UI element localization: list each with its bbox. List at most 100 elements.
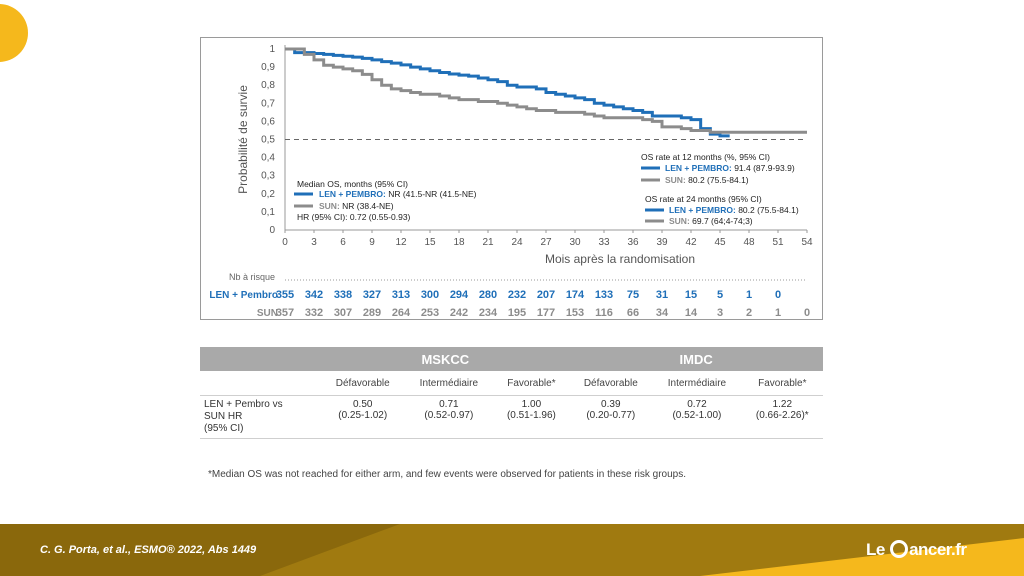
x-tick-label: 36: [627, 237, 639, 248]
y-tick-label: 0,7: [261, 98, 275, 109]
x-tick-label: 33: [598, 237, 610, 248]
ci-value: (0.51-1.96): [506, 410, 556, 421]
risk-sun-value: 3: [717, 307, 723, 319]
risk-sun-value: 264: [392, 307, 411, 319]
x-axis-label: Mois après la randomisation: [545, 252, 695, 266]
hr-value: 1.00: [521, 399, 542, 410]
site-logo: Le ancer.fr: [866, 540, 967, 560]
y-tick-label: 0,3: [261, 171, 275, 182]
ci-value: (0.52-0.97): [424, 410, 474, 421]
risk-len-value: 342: [305, 289, 323, 301]
hr-value: 0.71: [439, 399, 459, 410]
series-sun-line: [285, 47, 807, 134]
x-tick-label: 48: [743, 237, 755, 248]
risk-len-value: 355: [276, 289, 294, 301]
risk-len-value: 31: [656, 289, 668, 301]
risk-sun-label: SUN: [257, 308, 278, 319]
rate12-sun-text: SUN: 80.2 (75.5-84.1): [665, 175, 749, 185]
risk-len-value: 75: [627, 289, 639, 301]
risk-len-label: LEN + Pembro: [209, 290, 278, 301]
x-tick-label: 24: [511, 237, 523, 248]
rate24-len-text: LEN + PEMBRO: 80.2 (75.5-84.1): [669, 205, 799, 215]
logo-text-pre: Le: [866, 540, 890, 559]
subheader-imdc-intermediaire: Intermédiaire: [652, 371, 742, 396]
hr-value: 0.39: [601, 399, 621, 410]
median-sun-text: SUN: NR (38.4-NE): [319, 201, 394, 211]
table-subheader-row: Défavorable Intermédiaire Favorable* Déf…: [200, 371, 823, 396]
y-tick-label: 0,6: [261, 116, 275, 127]
rate12-title: OS rate at 12 months (%, 95% CI): [641, 152, 770, 162]
hr-value: 1.22: [772, 399, 793, 410]
risk-sun-value: 253: [421, 307, 439, 319]
risk-len-value: 327: [363, 289, 381, 301]
x-tick-label: 54: [801, 237, 813, 248]
risk-len-value: 300: [421, 289, 439, 301]
rate24-sun-text: SUN: 69.7 (64;4-74;3): [669, 216, 753, 226]
subheader-blank: [200, 371, 322, 396]
subheader-imdc-favorable: Favorable*: [741, 371, 823, 396]
header-mskcc: MSKCC: [321, 347, 570, 371]
table-header-blank: [200, 347, 322, 371]
risk-len-value: 133: [595, 289, 613, 301]
risk-sun-value: 1: [775, 307, 781, 319]
row-label-line-1: LEN + Pembro vs: [204, 399, 283, 410]
risk-sun-value: 153: [566, 307, 584, 319]
ci-value: (0.25-1.02): [338, 410, 388, 421]
y-tick-label: 0: [269, 225, 275, 236]
cell-imdc-defavorable: 0.39 (0.20-0.77): [569, 395, 653, 439]
logo-c-icon: [890, 540, 909, 558]
risk-len-value: 1: [746, 289, 752, 301]
risk-len-value: 207: [537, 289, 555, 301]
cell-imdc-favorable: 1.22 (0.66-2.26)*: [741, 395, 823, 439]
risk-sun-value: 2: [746, 307, 752, 319]
series-len-pembro-line: [285, 47, 730, 138]
risk-sun-value: 34: [656, 307, 669, 319]
x-tick-label: 15: [424, 237, 436, 248]
x-tick-label: 30: [569, 237, 581, 248]
subheader-mskcc-defavorable: Défavorable: [321, 371, 405, 396]
km-plot-svg: 00,10,20,30,40,50,60,70,80,910 3 6 9 12 15 18 2…: [209, 44, 813, 319]
header-imdc: IMDC: [569, 347, 823, 371]
ci-value: (0.20-0.77): [586, 410, 636, 421]
risk-len-value: 338: [334, 289, 352, 301]
x-tick-label: 3: [311, 237, 317, 248]
cell-mskcc-defavorable: 0.50 (0.25-1.02): [321, 395, 405, 439]
risk-sun-value: 0: [804, 307, 810, 319]
survival-chart: 0 0,1 0,2 0,3 0,4 0,5 0,6 0,7 0,8 0,9 1 0 3 6 9 12 15 18 2…: [200, 37, 823, 320]
row-label-line-3: (95% CI): [204, 423, 244, 434]
y-tick-label: 0,9: [261, 62, 275, 73]
ci-value: (0.66-2.26)*: [755, 410, 809, 421]
rate24-title: OS rate at 24 months (95% CI): [645, 194, 762, 204]
cell-mskcc-intermediaire: 0.71 (0.52-0.97): [404, 395, 494, 439]
risk-len-value: 280: [479, 289, 497, 301]
subgroup-hr-table: MSKCC IMDC Défavorable Intermédiaire Fav…: [200, 347, 823, 439]
risk-sun-value: 116: [595, 307, 613, 319]
cell-mskcc-favorable: 1.00 (0.51-1.96): [493, 395, 570, 439]
x-tick-label: 21: [482, 237, 494, 248]
logo-text-post: ancer.fr: [909, 540, 967, 559]
risk-sun-value: 14: [685, 307, 698, 319]
x-tick-label: 12: [395, 237, 407, 248]
rate12-len-text: LEN + PEMBRO: 91.4 (87.9-93.9): [665, 163, 795, 173]
x-tick-label: 39: [656, 237, 668, 248]
risk-len-value: 232: [508, 289, 526, 301]
y-tick-label: 0,1: [261, 207, 275, 218]
subheader-mskcc-intermediaire: Intermédiaire: [404, 371, 494, 396]
citation: C. G. Porta, et al., ESMO® 2022, Abs 144…: [40, 544, 257, 556]
cell-imdc-intermediaire: 0.72 (0.52-1.00): [652, 395, 742, 439]
y-tick-label: 0,2: [261, 189, 275, 200]
risk-len-value: 5: [717, 289, 723, 301]
y-tick-label: 1: [269, 44, 275, 55]
hr-text: HR (95% CI): 0.72 (0.55-0.93): [297, 212, 411, 222]
ci-value: (0.52-1.00): [672, 410, 722, 421]
x-tick-label: 42: [685, 237, 697, 248]
x-tick-label: 51: [772, 237, 784, 248]
x-tick-label: 6: [340, 237, 346, 248]
x-tick-label: 0: [282, 237, 288, 248]
y-tick-label: 0,8: [261, 80, 275, 91]
row-label: LEN + Pembro vs SUN HR (95% CI): [200, 395, 322, 439]
hr-value: 0.50: [352, 399, 373, 410]
risk-len-value: 313: [392, 289, 410, 301]
x-tick-label: 9: [369, 237, 375, 248]
risk-sun-value: 242: [450, 307, 468, 319]
